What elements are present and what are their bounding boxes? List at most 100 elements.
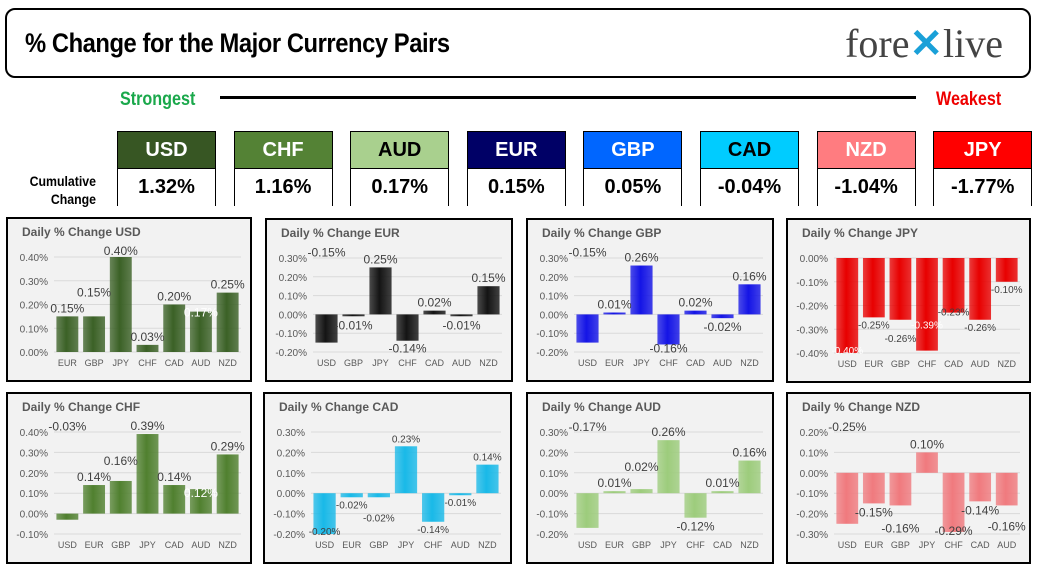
data-label: 0.16%: [732, 446, 766, 460]
x-tick-label: CHF: [686, 540, 705, 550]
x-tick-label: NZD: [997, 359, 1016, 369]
bar-nzd: [477, 286, 500, 315]
x-tick-label: AUD: [191, 540, 211, 550]
data-label: -0.39%: [911, 321, 943, 332]
chart-title: Daily % Change CHF: [22, 400, 140, 414]
bar-cad: [163, 485, 186, 514]
y-tick-label: -0.30%: [796, 325, 828, 336]
data-label: -0.02%: [363, 513, 395, 524]
data-label: 0.12%: [184, 486, 218, 500]
y-tick-label: 0.10%: [20, 324, 48, 335]
data-label: -0.01%: [334, 318, 372, 332]
data-label: -0.01%: [444, 498, 476, 509]
x-tick-label: CAD: [944, 359, 964, 369]
data-label: -0.25%: [828, 420, 866, 434]
y-tick-label: 0.40%: [20, 428, 48, 439]
bar-gbp: [889, 258, 912, 320]
strongest-label: Strongest: [120, 89, 196, 110]
data-label: 0.01%: [597, 476, 631, 490]
chart-svg: Daily % Change EUR -0.20% -0.10% 0.00% 0.10%…: [275, 226, 506, 368]
x-tick-label: CAD: [713, 540, 733, 550]
cumulative-value: 1.32%: [118, 169, 215, 206]
x-tick-label: NZD: [740, 358, 759, 368]
bar-chf: [916, 258, 938, 351]
forexlive-logo: fore✕live: [845, 21, 1003, 66]
bar-gbp: [630, 489, 653, 494]
page-title: % Change for the Major Currency Pairs: [25, 28, 450, 58]
x-tick-label: CHF: [918, 359, 937, 369]
chart-chf: Daily % Change CHF -0.10% 0.00% 0.10% 0.20% 0…: [6, 392, 252, 564]
currency-name: GBP: [584, 132, 682, 169]
data-label: 0.15%: [50, 301, 84, 315]
data-label: -0.29%: [935, 524, 973, 538]
x-tick-label: GBP: [85, 358, 104, 368]
bar-chf: [942, 472, 965, 532]
bar-usd: [576, 314, 599, 343]
y-tick-label: -0.20%: [796, 510, 828, 521]
chart-svg: Daily % Change USD 0.00% 0.10% 0.20% 0.30% 0.…: [20, 225, 245, 368]
data-label: 0.02%: [678, 296, 712, 310]
chart-title: Daily % Change CAD: [279, 400, 399, 414]
x-tick-label: JPY: [139, 540, 156, 550]
data-label: 0.15%: [77, 285, 111, 299]
cumulative-box-cad: CAD -0.04%: [700, 131, 799, 206]
data-label: 0.14%: [157, 470, 191, 484]
chart-eur: Daily % Change EUR -0.20% -0.10% 0.00% 0.10%…: [265, 218, 513, 382]
x-tick-label: GBP: [111, 540, 130, 550]
chart-svg: Daily % Change AUD -0.20% -0.10% 0.00% 0.10%…: [536, 400, 767, 550]
cumulative-label-line1: Cumulative: [29, 173, 96, 189]
cumulative-value: -0.04%: [701, 169, 798, 206]
y-tick-label: 0.20%: [279, 273, 307, 284]
data-label: 0.14%: [473, 453, 501, 464]
y-tick-label: 0.10%: [540, 469, 568, 480]
y-tick-label: -0.20%: [536, 530, 568, 541]
x-tick-label: AUD: [713, 358, 733, 368]
bar-cad: [163, 304, 186, 352]
x-tick-label: USD: [58, 540, 78, 550]
x-tick-label: AUD: [971, 359, 991, 369]
y-tick-label: -0.20%: [273, 530, 305, 541]
bar-jpy: [136, 434, 159, 514]
y-tick-label: 0.20%: [20, 301, 48, 312]
data-label: 0.25%: [211, 278, 245, 292]
x-tick-label: CAD: [165, 540, 185, 550]
data-label: -0.02%: [703, 320, 741, 334]
x-tick-label: USD: [317, 358, 337, 368]
x-tick-label: NZD: [218, 358, 237, 368]
x-tick-label: NZD: [740, 540, 759, 550]
y-tick-label: 0.10%: [540, 292, 568, 303]
data-label: 0.16%: [104, 454, 138, 468]
bar-jpy: [109, 257, 132, 352]
y-tick-label: 0.30%: [540, 428, 568, 439]
bar-nzd: [216, 454, 239, 514]
y-tick-label: 0.00%: [277, 489, 305, 500]
bar-eur: [862, 258, 885, 318]
bar-gbp: [889, 472, 912, 506]
chart-svg: Daily % Change CAD -0.20% -0.10% 0.00% 0.10%…: [273, 400, 501, 550]
data-label: -0.17%: [568, 420, 606, 434]
x-tick-label: EUR: [58, 358, 78, 368]
cumulative-value: -1.04%: [817, 169, 915, 206]
y-tick-label: -0.10%: [536, 510, 568, 521]
y-tick-label: 0.20%: [20, 469, 48, 480]
chart-title: Daily % Change JPY: [802, 226, 918, 240]
bar-aud: [969, 258, 992, 320]
y-tick-label: 0.20%: [540, 448, 568, 459]
chart-svg: Daily % Change JPY-0.40%-0.30%-0.20%-0.1…: [796, 226, 1022, 369]
data-label: -0.25%: [858, 320, 890, 331]
cumulative-value: 1.16%: [234, 169, 332, 206]
data-label: -0.15%: [307, 246, 345, 260]
bar-jpy: [369, 267, 392, 315]
x-tick-label: CAD: [686, 358, 706, 368]
y-tick-label: 0.00%: [800, 469, 828, 480]
y-tick-label: -0.10%: [16, 530, 48, 541]
data-label: 0.40%: [104, 244, 138, 258]
data-label: -0.14%: [961, 503, 999, 517]
cumulative-value: -1.77%: [934, 169, 1032, 206]
data-label: 0.23%: [392, 434, 420, 445]
currency-name: JPY: [934, 132, 1032, 169]
bar-chf: [657, 314, 680, 345]
y-tick-label: 0.00%: [20, 510, 48, 521]
bar-eur: [83, 485, 106, 514]
data-label: 0.15%: [471, 271, 505, 285]
